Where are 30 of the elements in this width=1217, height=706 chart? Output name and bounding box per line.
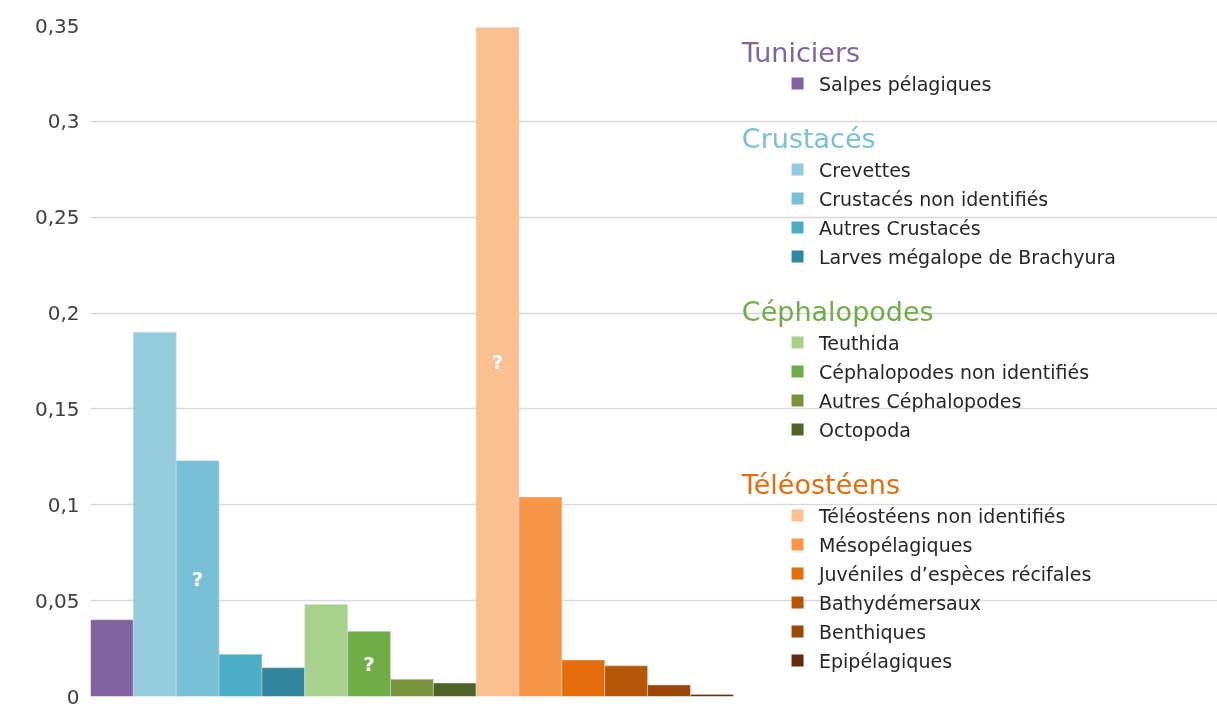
annotation: Crustacés bbox=[741, 123, 876, 154]
data-label: ? bbox=[491, 349, 504, 374]
legend-label: Céphalopodes non identifiés bbox=[818, 360, 1090, 383]
y-tick-label: 0,3 bbox=[47, 109, 80, 134]
legend-label: Larves mégalope de Brachyura bbox=[818, 245, 1116, 268]
legend-label: Octopoda bbox=[818, 418, 911, 441]
y-tick-label: 0 bbox=[66, 684, 80, 706]
y-tick-label: 0,25 bbox=[34, 205, 80, 230]
legend-label: Juvéniles d’espèces récifales bbox=[817, 562, 1092, 585]
legend-label: Epipélagiques bbox=[818, 649, 953, 672]
legend-label: Mésopélagiques bbox=[818, 533, 973, 556]
y-tick-label: 0,35 bbox=[34, 13, 80, 38]
legend-label: Crevettes bbox=[818, 158, 911, 181]
y-tick-label: 0,2 bbox=[47, 301, 80, 326]
annotation: Céphalopodes bbox=[741, 296, 934, 327]
legend-label: Crustacés non identifiés bbox=[818, 187, 1049, 210]
annotation: Téléostéens bbox=[740, 469, 901, 500]
legend-label: Autres Crustacés bbox=[818, 216, 981, 239]
y-tick-label: 0,1 bbox=[47, 492, 80, 517]
annotation: Tuniciers bbox=[740, 37, 861, 68]
legend-label: Teuthida bbox=[817, 331, 900, 354]
data-label: ? bbox=[363, 651, 375, 676]
y-tick-label: 0,15 bbox=[34, 396, 80, 421]
legend-label: Autres Céphalopodes bbox=[818, 389, 1022, 412]
data-label: ? bbox=[191, 566, 204, 591]
y-tick-label: 0,05 bbox=[34, 588, 80, 613]
legend-label: Salpes pélagiques bbox=[818, 72, 992, 95]
legend-label: Téléostéens non identifiés bbox=[817, 504, 1066, 527]
legend-label: Benthiques bbox=[818, 620, 927, 643]
legend-label: Bathydémersaux bbox=[818, 591, 981, 614]
